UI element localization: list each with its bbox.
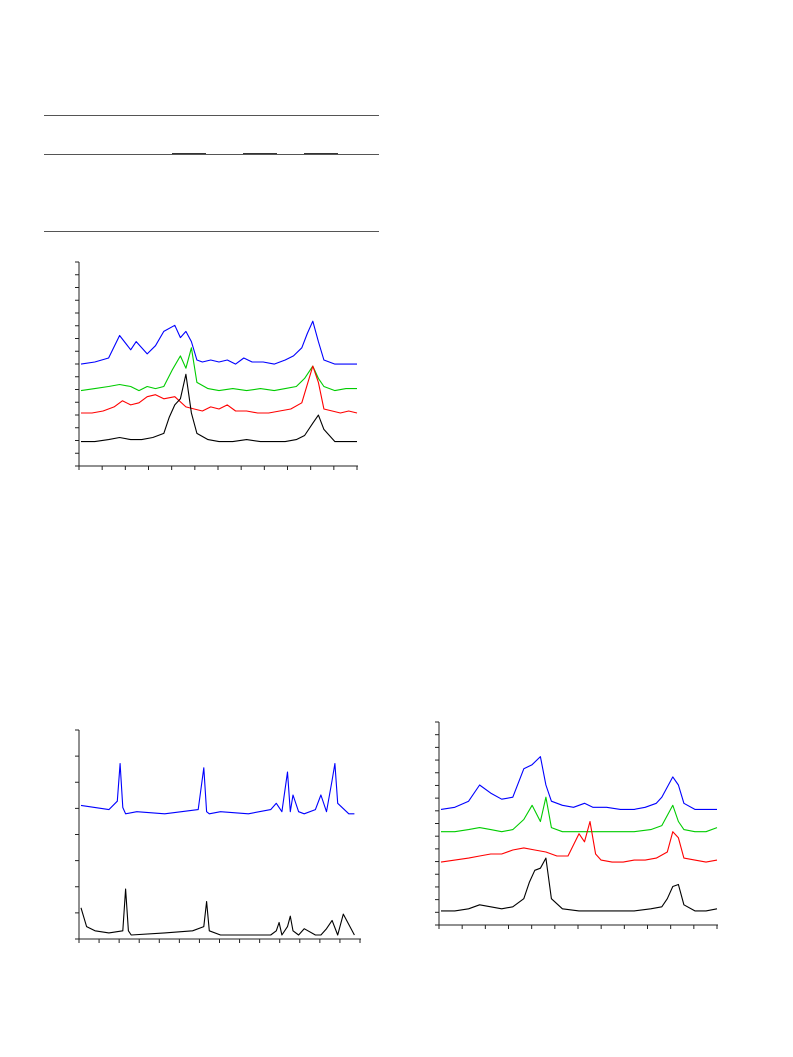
chart-c-series [440,756,718,912]
chart-c-ticks [435,721,718,929]
spectrum-line [441,857,718,912]
spectrum-line [440,820,718,863]
spectrum-line [440,756,717,810]
table-bottom-rule [44,231,379,232]
chart-a-series [80,320,358,443]
spectrum-line [80,320,357,365]
chart-b-series [80,763,355,936]
spectrum-line [81,365,358,414]
spectrum-line [441,796,718,833]
spectrum-line [81,373,357,443]
spectrum-line [80,888,355,936]
table-header-rule [44,154,379,155]
chart-a-ticks [75,261,358,470]
chart-b-ticks [75,729,361,943]
table-top-rule [44,115,379,116]
chart-c-axes [438,722,718,926]
spectrum-line [80,763,355,815]
